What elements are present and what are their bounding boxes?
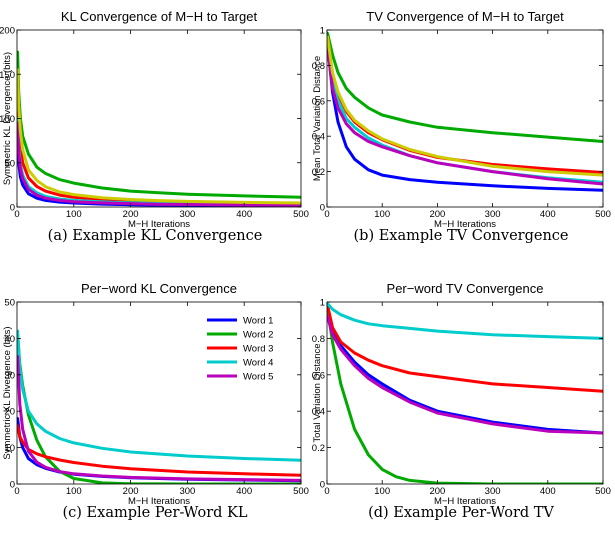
chart-title: TV Convergence of M−H to Target [366, 9, 564, 24]
series-line-2 [17, 90, 301, 206]
chart-title: Per−word KL Convergence [81, 281, 237, 296]
chart-3: 0 100 200 300 400 500 0 0.2 0.4 0.6 0.8 1 Per−word T… [312, 281, 611, 521]
series-line-4 [17, 121, 301, 207]
x-tick-label: 0 [324, 486, 329, 497]
x-axis-label: M−H Iterations [128, 219, 190, 230]
x-tick-label: 100 [374, 486, 390, 497]
figure-caption: (a) Example KL Convergence [48, 228, 263, 244]
legend-entry: Word 4 [243, 358, 273, 369]
y-tick-label: 10 [4, 443, 15, 454]
x-axis-label: M−H Iterations [434, 219, 496, 230]
y-tick-label: 30 [4, 370, 15, 381]
x-tick-label: 200 [123, 486, 139, 497]
axes-frame [326, 301, 604, 485]
x-tick-label: 300 [485, 209, 501, 220]
series-line-1 [327, 307, 603, 484]
series-line-3 [17, 329, 301, 462]
legend-entry: Word 3 [243, 344, 273, 355]
y-tick-label: 1 [320, 298, 325, 309]
y-tick-label: 0.2 [312, 167, 325, 178]
chart-title: Per−word TV Convergence [387, 281, 544, 296]
y-tick-label: 0.4 [312, 132, 325, 143]
series-line-1 [327, 32, 603, 143]
y-axis-label: Symmetric KL Divergence (bits) [2, 52, 13, 185]
y-tick-label: 0.4 [312, 407, 325, 418]
series-line-2 [327, 37, 603, 174]
series-line-2 [17, 424, 301, 477]
x-axis-label: M−H Iterations [434, 496, 496, 507]
series-line-1 [17, 50, 301, 199]
legend-entry: Word 1 [243, 316, 273, 327]
series-line-0 [327, 42, 603, 192]
x-tick-label: 200 [429, 209, 445, 220]
y-axis-label: Symmetric KL Divergence (bits) [2, 326, 13, 459]
x-tick-label: 0 [14, 209, 19, 220]
y-tick-label: 1 [320, 26, 325, 37]
axes-frame [16, 301, 302, 485]
axes-frame [326, 29, 604, 208]
y-tick-label: 0 [10, 203, 15, 214]
chart-2: 0 100 200 300 400 500 0 10 20 30 40 50 Per−word KL C… [2, 281, 309, 521]
x-tick-label: 0 [14, 486, 19, 497]
y-tick-label: 50 [4, 158, 15, 169]
series-line-5 [17, 68, 301, 205]
y-tick-label: 0.6 [312, 370, 325, 381]
series-line-4 [327, 315, 603, 435]
x-tick-label: 500 [293, 486, 309, 497]
x-tick-label: 400 [540, 209, 556, 220]
x-tick-label: 300 [179, 209, 195, 220]
series-line-5 [327, 35, 603, 177]
legend-entry: Word 5 [243, 372, 273, 383]
y-tick-label: 20 [4, 407, 15, 418]
x-tick-label: 400 [236, 486, 252, 497]
x-tick-label: 300 [485, 486, 501, 497]
x-tick-label: 500 [595, 209, 611, 220]
y-tick-label: 0.2 [312, 443, 325, 454]
figure-caption: (b) Example TV Convergence [354, 228, 569, 244]
series-line-3 [327, 302, 603, 340]
y-tick-label: 0.8 [312, 61, 325, 72]
y-tick-label: 100 [0, 114, 15, 125]
y-tick-label: 0.6 [312, 96, 325, 107]
x-tick-label: 500 [293, 209, 309, 220]
x-tick-label: 100 [66, 209, 82, 220]
y-tick-label: 0.8 [312, 334, 325, 345]
series-line-4 [327, 46, 603, 186]
x-tick-label: 400 [236, 209, 252, 220]
y-tick-label: 50 [4, 298, 15, 309]
x-tick-label: 200 [429, 486, 445, 497]
y-axis-label: Mean Total Variation Distance [312, 56, 323, 181]
chart-1: 0 100 200 300 400 500 0 0.2 0.4 0.6 0.8 1 TV Converg… [312, 9, 611, 244]
legend-box [186, 309, 296, 387]
legend-entry: Word 2 [243, 330, 273, 341]
y-tick-label: 0 [320, 203, 325, 214]
x-tick-label: 100 [374, 209, 390, 220]
x-tick-label: 300 [179, 486, 195, 497]
series-line-0 [327, 313, 603, 435]
x-tick-label: 200 [123, 209, 139, 220]
x-axis-label: M−H Iterations [128, 496, 190, 507]
x-tick-label: 100 [66, 486, 82, 497]
y-tick-label: 0 [320, 480, 325, 491]
x-tick-label: 400 [540, 486, 556, 497]
y-tick-label: 0 [10, 480, 15, 491]
chart-title: KL Convergence of M−H to Target [61, 9, 258, 24]
y-tick-label: 40 [4, 334, 15, 345]
y-tick-label: 150 [0, 70, 15, 81]
figure-caption: (d) Example Per-Word TV [368, 505, 554, 521]
x-tick-label: 0 [324, 209, 329, 220]
figure-caption: (c) Example Per-Word KL [63, 505, 248, 521]
chart-0: 0 100 200 300 400 500 0 50 100 150 200 KL Convergen… [0, 9, 309, 244]
series-line-2 [327, 304, 603, 393]
y-tick-label: 200 [0, 26, 15, 37]
x-tick-label: 500 [595, 486, 611, 497]
series-line-4 [17, 355, 301, 482]
legend: Word 1 Word 2 Word 3 Word 4 Word 5 [186, 309, 296, 387]
y-axis-label: Total Variation Distance [312, 343, 323, 442]
